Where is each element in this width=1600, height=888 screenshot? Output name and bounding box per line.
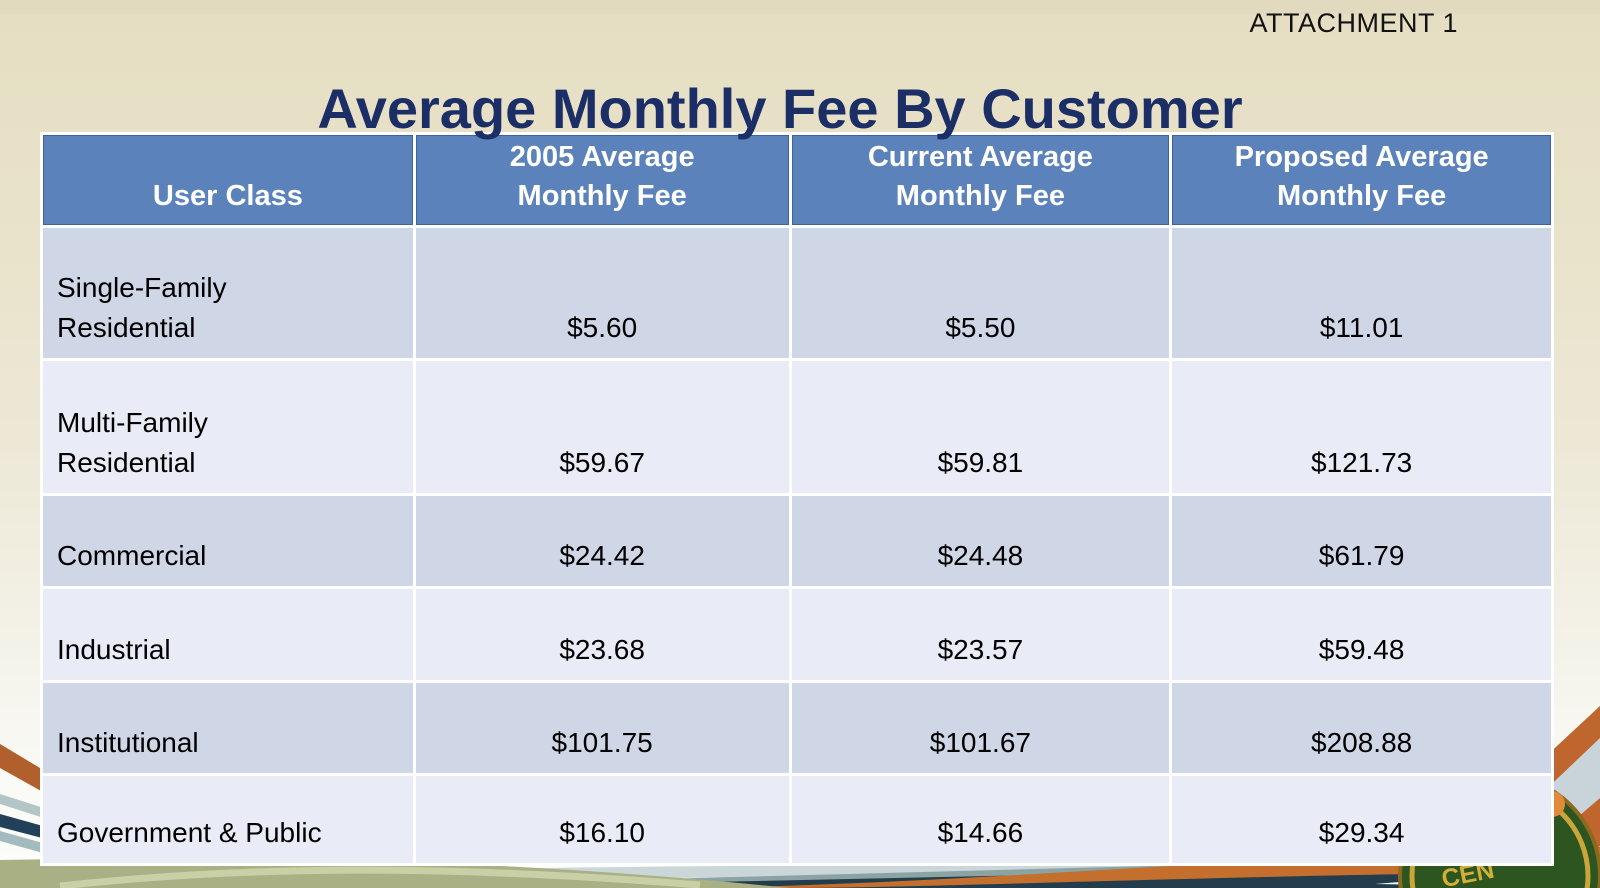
row-government-current: $14.66 xyxy=(791,776,1170,863)
column-header-proposed-average: Proposed Average Monthly Fee xyxy=(1172,135,1551,225)
left-corner-stripes xyxy=(0,744,50,855)
row-government-label: Government & Public xyxy=(43,776,413,863)
attachment-label: ATTACHMENT 1 xyxy=(1249,8,1458,38)
row-institutional-proposed: $208.88 xyxy=(1172,683,1551,773)
row-industrial-current: $23.57 xyxy=(791,589,1170,680)
row-multi-family-label: Multi-Family Residential xyxy=(43,361,413,493)
row-institutional-label: Institutional xyxy=(43,683,413,773)
row-institutional-2005: $101.75 xyxy=(415,683,789,773)
row-single-family-2005: $5.60 xyxy=(415,228,789,358)
row-government-proposed: $29.34 xyxy=(1172,776,1551,863)
top-edge-shading xyxy=(0,0,1600,14)
row-commercial-label: Commercial xyxy=(43,496,413,586)
row-single-family-current: $5.50 xyxy=(791,228,1170,358)
fee-table: User Class 2005 Average Monthly Fee Curr… xyxy=(40,132,1554,866)
page-title: Average Monthly Fee By Customer xyxy=(317,76,1243,140)
row-commercial-current: $24.48 xyxy=(791,496,1170,586)
column-header-2005-average: 2005 Average Monthly Fee xyxy=(415,135,789,225)
row-multi-family-2005: $59.67 xyxy=(415,361,789,493)
row-commercial-2005: $24.42 xyxy=(415,496,789,586)
row-single-family-label: Single-Family Residential xyxy=(43,228,413,358)
row-multi-family-proposed: $121.73 xyxy=(1172,361,1551,493)
row-single-family-proposed: $11.01 xyxy=(1172,228,1551,358)
row-industrial-2005: $23.68 xyxy=(415,589,789,680)
row-commercial-proposed: $61.79 xyxy=(1172,496,1551,586)
row-institutional-current: $101.67 xyxy=(791,683,1170,773)
row-multi-family-current: $59.81 xyxy=(791,361,1170,493)
row-government-2005: $16.10 xyxy=(415,776,789,863)
row-industrial-label: Industrial xyxy=(43,589,413,680)
row-industrial-proposed: $59.48 xyxy=(1172,589,1551,680)
swoosh-sage-highlight xyxy=(59,866,701,888)
column-header-current-average: Current Average Monthly Fee xyxy=(791,135,1170,225)
column-header-user-class: User Class xyxy=(43,135,413,225)
